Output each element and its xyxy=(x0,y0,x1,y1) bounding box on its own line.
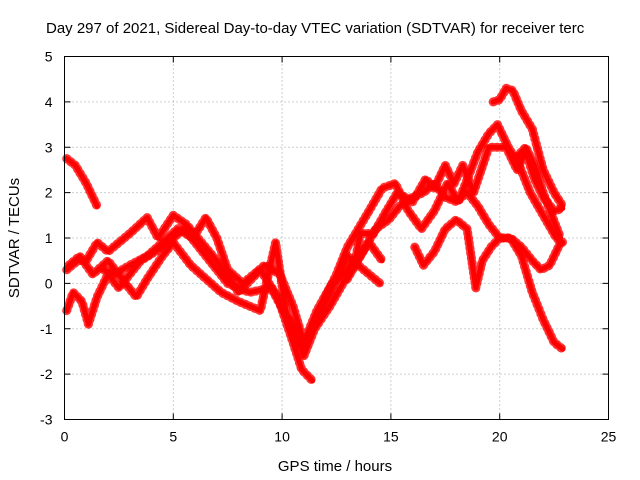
series-track-7-markers xyxy=(342,179,566,284)
x-tick-label: 25 xyxy=(601,429,617,445)
series-track-8-markers xyxy=(410,215,568,354)
y-axis-ticks: -3 -2 -1 0 1 2 3 4 5 xyxy=(40,49,609,428)
y-tick-label: 0 xyxy=(45,275,53,291)
series-track-1-markers xyxy=(62,154,102,211)
x-tick-label: 0 xyxy=(61,429,69,445)
data-series xyxy=(62,83,568,386)
x-axis-ticks: 0 5 10 15 20 25 xyxy=(61,56,617,445)
y-tick-label: 4 xyxy=(45,94,53,110)
series-track-10-markers xyxy=(512,142,566,243)
x-tick-label: 20 xyxy=(492,429,508,445)
series-track-6-markers xyxy=(321,120,568,302)
series-track-4-markers xyxy=(64,238,387,361)
y-tick-label: 3 xyxy=(45,139,53,155)
x-tick-label: 5 xyxy=(169,429,177,445)
x-tick-label: 15 xyxy=(383,429,399,445)
chart-title: Day 297 of 2021, Sidereal Day-to-day VTE… xyxy=(46,20,585,37)
y-tick-label: 1 xyxy=(45,230,53,246)
x-tick-label: 10 xyxy=(274,429,290,445)
y-tick-label: -2 xyxy=(40,366,53,382)
y-tick-label: -1 xyxy=(40,321,53,337)
y-tick-label: 2 xyxy=(45,185,53,201)
y-axis-label: SDTVAR / TECUs xyxy=(6,178,23,298)
series-track-9-markers xyxy=(488,83,568,211)
x-axis-label: GPS time / hours xyxy=(278,458,392,475)
series-track-5-markers xyxy=(99,142,568,347)
grid xyxy=(64,56,609,420)
y-tick-label: 5 xyxy=(45,49,53,65)
y-tick-label: -3 xyxy=(40,412,53,428)
